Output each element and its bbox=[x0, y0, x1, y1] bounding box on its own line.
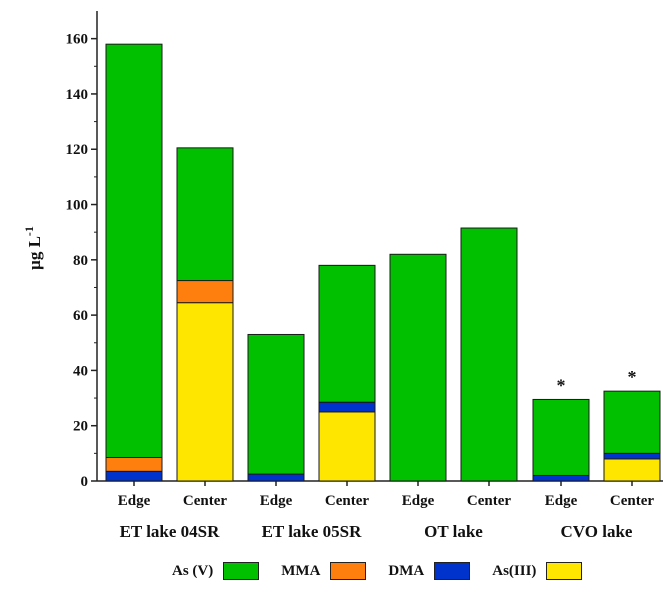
x-group-label: OT lake bbox=[424, 522, 483, 541]
x-group-label: CVO lake bbox=[561, 522, 633, 541]
bar-segment-as-v bbox=[318, 264, 376, 403]
bar-segment-as-v bbox=[176, 147, 234, 282]
bar-segment-dma bbox=[247, 473, 305, 482]
bar-segment-dma bbox=[532, 474, 590, 482]
bar-annotation: * bbox=[557, 375, 566, 395]
legend-item-as-iii: As(III) bbox=[492, 562, 583, 580]
x-group-label: ET lake 04SR bbox=[120, 522, 221, 541]
bars bbox=[105, 43, 661, 482]
legend-label-as-iii: As(III) bbox=[492, 562, 537, 579]
y-tick-label: 60 bbox=[73, 308, 88, 324]
y-tick-label: 120 bbox=[66, 142, 89, 158]
legend-label-dma: DMA bbox=[388, 562, 425, 579]
bar-segment-dma bbox=[603, 452, 661, 460]
y-axis-title-superscript: -1 bbox=[22, 226, 36, 236]
legend-item-as-v: As (V) bbox=[172, 562, 260, 580]
legend-label-as-v: As (V) bbox=[172, 562, 214, 579]
y-tick-label: 20 bbox=[73, 419, 88, 435]
x-axis: Edge Center Edge Center Edge Center Edge Center… bbox=[97, 480, 663, 541]
bar-segment-as-iii bbox=[603, 458, 661, 482]
y-axis-title: µg L-1 bbox=[22, 226, 44, 270]
x-category-label: Center bbox=[325, 493, 369, 509]
bar-segment-as-v bbox=[603, 390, 661, 454]
y-tick-label: 0 bbox=[81, 474, 89, 490]
y-tick-label: 40 bbox=[73, 363, 88, 379]
y-axis: 0 20 40 60 80 100 120 140 160 bbox=[66, 11, 98, 490]
bar-segment-mma bbox=[105, 457, 163, 472]
bar-segment-dma bbox=[318, 401, 376, 413]
legend-swatch-mma bbox=[330, 562, 367, 580]
bar-annotation: * bbox=[628, 367, 637, 387]
legend-item-dma: DMA bbox=[388, 562, 471, 580]
bar-segment-as-iii bbox=[318, 411, 376, 482]
annotations: * * bbox=[557, 367, 637, 395]
x-category-label: Center bbox=[183, 493, 227, 509]
legend-swatch-dma bbox=[434, 562, 471, 580]
bar-segment-mma bbox=[176, 280, 234, 304]
bar-segment-as-v bbox=[532, 398, 590, 476]
x-group-label: ET lake 05SR bbox=[262, 522, 363, 541]
x-category-label: Edge bbox=[260, 493, 293, 509]
bar-segment-as-v bbox=[247, 333, 305, 475]
legend-swatch-as-v bbox=[223, 562, 260, 580]
x-category-label: Edge bbox=[545, 493, 578, 509]
bar-segment-as-v bbox=[460, 227, 518, 482]
bar-segment-dma bbox=[105, 470, 163, 482]
y-tick-label: 80 bbox=[73, 253, 88, 269]
y-axis-title-text: µg L bbox=[25, 236, 44, 270]
y-tick-label: 140 bbox=[66, 87, 89, 103]
x-category-label: Edge bbox=[118, 493, 151, 509]
bar-segment-as-v bbox=[389, 253, 447, 482]
bar-segment-as-iii bbox=[176, 302, 234, 482]
legend-swatch-as-iii bbox=[546, 562, 583, 580]
x-category-label: Center bbox=[467, 493, 511, 509]
x-category-label: Center bbox=[610, 493, 654, 509]
legend: As (V) MMA DMA As(III) bbox=[172, 562, 604, 580]
x-category-label: Edge bbox=[402, 493, 435, 509]
legend-item-mma: MMA bbox=[281, 562, 367, 580]
legend-label-mma: MMA bbox=[281, 562, 321, 579]
y-tick-label: 100 bbox=[66, 198, 89, 214]
y-tick-label: 160 bbox=[66, 32, 89, 48]
bar-segment-as-v bbox=[105, 43, 163, 458]
